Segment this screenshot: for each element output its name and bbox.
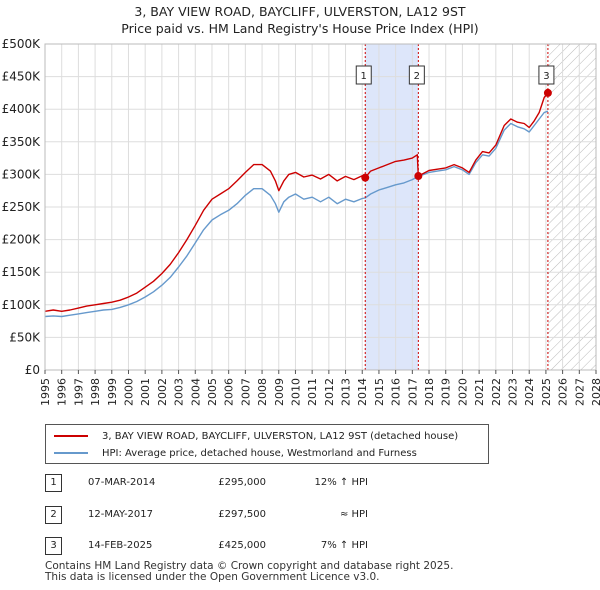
y-tick-label: £350K — [2, 135, 42, 149]
plot-frame — [44, 43, 597, 371]
x-tick-label: 2020 — [456, 378, 469, 406]
x-tick-label: 2005 — [206, 378, 219, 406]
chart-title: 3, BAY VIEW ROAD, BAYCLIFF, ULVERSTON, L… — [0, 3, 600, 37]
y-tick-label: £250K — [2, 200, 42, 214]
x-tick-label: 2014 — [356, 378, 369, 406]
sale-price: £425,000 — [218, 540, 266, 551]
y-tick-label: £50K — [9, 330, 41, 344]
legend-item-property: 3, BAY VIEW ROAD, BAYCLIFF, ULVERSTON, L… — [46, 427, 458, 445]
sale-marker-label: 1 — [361, 71, 367, 82]
sale-marker-label: 3 — [543, 71, 549, 82]
x-tick-label: 2008 — [256, 378, 269, 406]
legend: 3, BAY VIEW ROAD, BAYCLIFF, ULVERSTON, L… — [45, 424, 489, 464]
sale-price: £295,000 — [218, 477, 266, 488]
sale-hpi-comparison: ≈ HPI — [339, 509, 368, 520]
series-line-hpi — [44, 110, 549, 318]
legend-label-hpi: HPI: Average price, detached house, West… — [102, 447, 417, 459]
x-tick-label: 2026 — [557, 378, 570, 406]
x-tick-label: 2018 — [423, 378, 436, 406]
x-tick-label: 2001 — [139, 378, 152, 406]
x-tick-label: 2011 — [306, 378, 319, 406]
x-tick-label: 2006 — [223, 378, 236, 406]
series-line-property — [44, 92, 549, 312]
chart-title-line2: Price paid vs. HM Land Registry's House … — [121, 21, 479, 36]
x-tick-label: 2000 — [122, 378, 135, 406]
footer-copyright: Contains HM Land Registry data © Crown c… — [45, 560, 454, 572]
x-tick-label: 2010 — [289, 378, 302, 406]
sale-point — [361, 173, 370, 182]
legend-swatch-hpi — [54, 452, 88, 454]
x-tick-label: 2028 — [590, 378, 600, 406]
x-tick-label: 2007 — [239, 378, 252, 406]
x-tick-label: 2009 — [273, 378, 286, 406]
x-tick-label: 2004 — [189, 378, 202, 406]
x-tick-label: 2016 — [390, 378, 403, 406]
sale-marker-label: 2 — [414, 71, 420, 82]
x-tick-label: 2023 — [507, 378, 520, 406]
sale-date: 14-FEB-2025 — [88, 540, 153, 551]
sale-row: 3 14-FEB-2025 £425,000 7% ↑ HPI — [0, 537, 600, 557]
y-tick-label: £150K — [2, 265, 42, 279]
x-tick-label: 2012 — [323, 378, 336, 406]
y-tick-label: £0 — [25, 363, 40, 377]
sale-marker-badge — [355, 65, 372, 85]
sale-date: 07-MAR-2014 — [88, 477, 156, 488]
x-tick-label: 2019 — [440, 378, 453, 406]
sale-row: 2 12-MAY-2017 £297,500 ≈ HPI — [0, 506, 600, 526]
sale-price: £297,500 — [218, 509, 266, 520]
x-tick-label: 2013 — [340, 378, 353, 406]
x-tick-label: 2015 — [373, 378, 386, 406]
x-tick-label: 2002 — [156, 378, 169, 406]
chart-title-line1: 3, BAY VIEW ROAD, BAYCLIFF, ULVERSTON, L… — [134, 4, 466, 19]
sale-hpi-comparison: 12% ↑ HPI — [314, 477, 368, 488]
y-tick-label: £100K — [2, 298, 42, 312]
footer-attribution: Contains HM Land Registry data © Crown c… — [45, 561, 453, 583]
y-tick-label: £450K — [2, 70, 42, 84]
x-tick-label: 2027 — [573, 378, 586, 406]
x-tick-label: 2003 — [173, 378, 186, 406]
x-tick-label: 2017 — [406, 378, 419, 406]
x-tick-label: 2024 — [523, 378, 536, 406]
x-tick-label: 1998 — [89, 378, 102, 406]
x-tick-label: 2022 — [490, 378, 503, 406]
sale-number-badge: 3 — [45, 537, 62, 555]
sale-number-badge: 2 — [45, 506, 62, 524]
y-tick-label: £500K — [2, 37, 42, 51]
footer-licence: This data is licensed under the Open Gov… — [45, 571, 380, 583]
legend-swatch-property — [54, 435, 88, 437]
x-tick-label: 2025 — [540, 378, 553, 406]
sale-date: 12-MAY-2017 — [88, 509, 154, 520]
sale-row: 1 07-MAR-2014 £295,000 12% ↑ HPI — [0, 474, 600, 494]
price-chart: 1 2 3 £0 £50K £100K £150K £200K £250K £300K £350K… — [2, 37, 600, 406]
sale-point — [414, 172, 423, 181]
x-tick-label: 2021 — [473, 378, 486, 406]
legend-label-property: 3, BAY VIEW ROAD, BAYCLIFF, ULVERSTON, L… — [102, 430, 459, 442]
y-tick-label: £200K — [2, 233, 42, 247]
sale-hpi-comparison: 7% ↑ HPI — [320, 540, 368, 551]
sale-number-badge: 1 — [45, 474, 62, 492]
x-tick-label: 1999 — [106, 378, 119, 406]
x-tick-label: 1996 — [56, 378, 69, 406]
x-tick-label: 1995 — [39, 378, 52, 406]
sale-point — [543, 88, 552, 97]
sale-marker-badge — [408, 65, 425, 85]
sale-marker-badge — [538, 65, 555, 85]
x-tick-label: 1997 — [72, 378, 85, 406]
y-tick-label: £300K — [2, 167, 42, 181]
legend-item-hpi: HPI: Average price, detached house, West… — [46, 444, 417, 462]
y-tick-label: £400K — [2, 102, 42, 116]
